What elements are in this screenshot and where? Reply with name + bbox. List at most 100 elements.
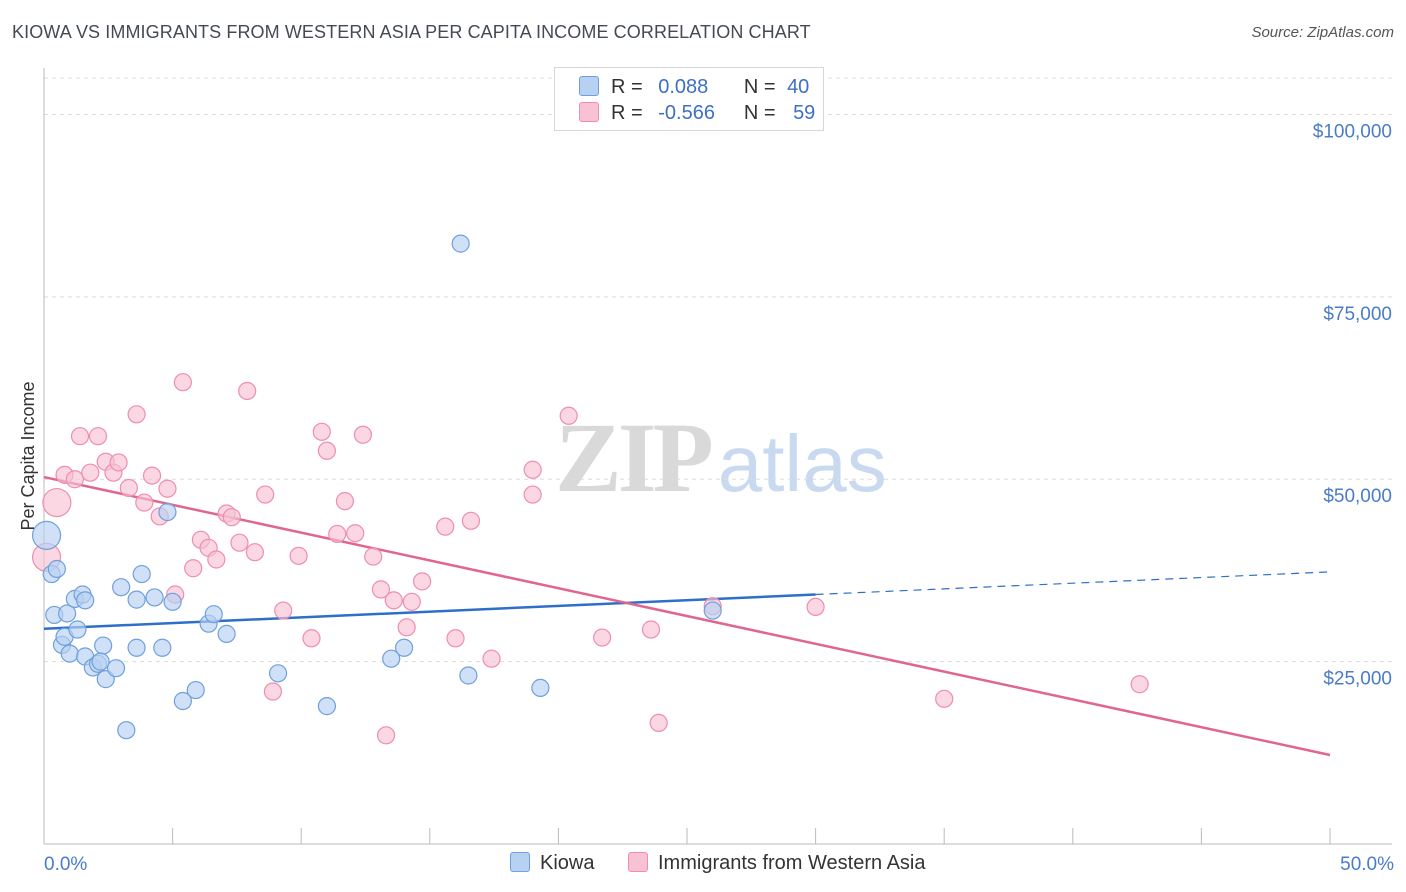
- axis-labels: $25,000 $50,000 $75,000 $100,000 0.0% 50.0% Pe…: [18, 121, 1394, 875]
- western-asia-point: [461, 511, 481, 530]
- kiowa-point: [394, 638, 414, 657]
- legend-label-western-asia: Immigrants from Western Asia: [658, 852, 926, 874]
- kiowa-point: [204, 605, 223, 624]
- western-asia-point: [109, 453, 128, 472]
- axes: [43, 68, 1392, 845]
- western-asia-point: [256, 485, 275, 504]
- kiowa-point: [127, 590, 146, 609]
- x-tick-label: 0.0%: [44, 854, 87, 875]
- western-asia-point: [559, 406, 578, 425]
- kiowa-point: [127, 638, 146, 657]
- western-asia-point: [230, 533, 249, 552]
- western-asia-point: [88, 427, 108, 446]
- kiowa-point: [60, 644, 79, 663]
- western-asia-point: [402, 592, 421, 611]
- kiowa-point: [158, 502, 177, 522]
- legend-row-western-asia: R = -0.566 N = 59: [579, 102, 815, 126]
- western-asia-point: [274, 601, 293, 620]
- legend-r-label: R =: [611, 76, 643, 98]
- western-asia-point: [371, 580, 391, 599]
- western-asia-point: [312, 422, 331, 441]
- western-asia-point: [376, 726, 396, 745]
- kiowa-point: [31, 520, 62, 551]
- legend-swatch-western-asia: [628, 852, 648, 872]
- western-asia-point: [173, 373, 192, 392]
- kiowa-point: [382, 649, 401, 668]
- kiowa-point: [317, 697, 337, 716]
- western-asia-point: [523, 460, 542, 479]
- western-asia-point: [81, 463, 100, 482]
- trend-lines: [43, 475, 1331, 757]
- western-asia-point: [317, 441, 337, 460]
- legend-n-label: N =: [743, 102, 776, 124]
- kiowa-point: [268, 664, 288, 683]
- kiowa-point: [132, 564, 151, 584]
- kiowa-point: [117, 721, 136, 740]
- legend-r-value: -0.566: [658, 102, 715, 124]
- y-tick-label: $50,000: [1323, 486, 1392, 507]
- kiowa-point: [145, 588, 164, 607]
- western-asia-point: [649, 713, 668, 732]
- western-asia-point: [135, 493, 154, 512]
- western-asia-point: [263, 682, 283, 701]
- legend-r-value: 0.088: [658, 76, 709, 98]
- western-asia-point: [593, 628, 612, 647]
- western-asia-point: [806, 597, 825, 617]
- western-asia-point: [436, 517, 455, 536]
- kiowa-point: [163, 592, 182, 611]
- western-asia-point: [523, 485, 542, 504]
- y-tick-label: $75,000: [1323, 304, 1392, 325]
- legend-item-western-asia[interactable]: Immigrants from Western Asia: [628, 852, 925, 875]
- y-tick-label: $25,000: [1323, 669, 1392, 690]
- kiowa-point: [173, 691, 192, 711]
- western-asia-point: [335, 492, 355, 511]
- source-credit: Source: ZipAtlas.com: [1251, 24, 1394, 41]
- western-asia-point: [1130, 675, 1149, 694]
- western-asia-point: [207, 550, 226, 569]
- grid-lines: [44, 77, 1392, 663]
- western-asia-point: [119, 478, 138, 498]
- kiowa-point: [91, 652, 110, 671]
- western-asia-point: [302, 629, 321, 648]
- kiowa-point: [76, 591, 95, 610]
- kiowa-point: [186, 680, 205, 700]
- kiowa-point: [47, 559, 66, 579]
- watermark: ZIP atlas: [555, 400, 887, 515]
- western-asia-point: [641, 620, 661, 639]
- western-asia-point: [397, 618, 416, 637]
- kiowa-point: [531, 678, 550, 697]
- legend-n-value: 40: [787, 76, 810, 98]
- western-asia-point: [65, 470, 84, 489]
- legend-swatch-kiowa: [510, 852, 530, 872]
- y-tick-label: $100,000: [1313, 121, 1392, 142]
- legend-item-kiowa[interactable]: Kiowa: [510, 852, 594, 875]
- kiowa-point: [58, 604, 77, 623]
- western-asia-trend-line: [43, 475, 1331, 757]
- western-asia-point: [446, 629, 465, 648]
- western-asia-point: [935, 689, 954, 708]
- legend-swatch-western-asia: [579, 102, 599, 122]
- western-asia-point: [482, 649, 501, 668]
- watermark-zip: ZIP: [555, 402, 714, 513]
- western-asia-point: [412, 572, 432, 591]
- western-asia-point: [238, 381, 257, 401]
- kiowa-point: [94, 636, 113, 655]
- kiowa-point: [459, 666, 478, 685]
- western-asia-point: [364, 547, 383, 566]
- kiowa-trend-line: [43, 593, 816, 631]
- western-asia-point: [289, 546, 308, 565]
- western-asia-point: [346, 524, 365, 543]
- x-tick-label: 50.0%: [1340, 854, 1394, 875]
- kiowa-point: [68, 620, 87, 639]
- western-asia-point: [42, 487, 72, 518]
- kiowa-point: [451, 234, 470, 253]
- western-asia-point: [222, 508, 241, 527]
- kiowa-point: [217, 624, 236, 643]
- western-asia-point: [245, 543, 265, 562]
- western-asia-point: [384, 591, 403, 610]
- data-points: [31, 234, 1149, 745]
- kiowa-trend-extension: [815, 571, 1331, 596]
- legend-n-label: N =: [743, 76, 776, 98]
- legend-row-kiowa: R = 0.088 N = 40: [579, 76, 809, 100]
- western-asia-point: [70, 427, 90, 446]
